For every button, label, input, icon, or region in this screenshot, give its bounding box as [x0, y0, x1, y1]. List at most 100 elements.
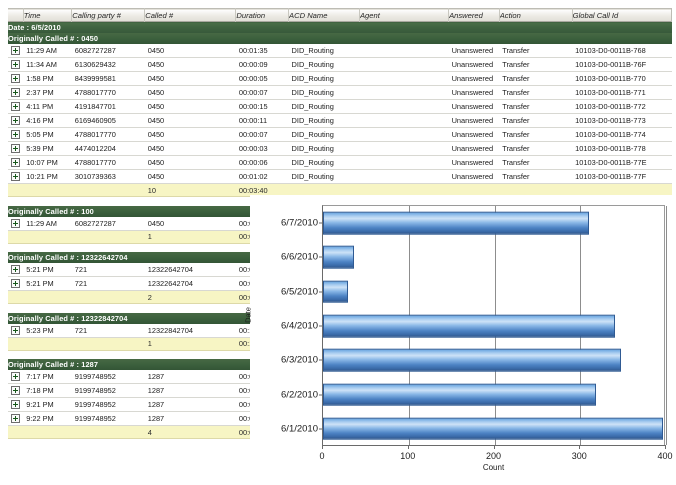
cell-agent [359, 169, 449, 184]
cell-called: 1287 [144, 411, 236, 426]
row-expander-cell[interactable] [8, 323, 24, 338]
table-row[interactable]: 5:39 PM 4474012204 0450 00:00:03 DID_Routing… [8, 141, 672, 156]
row-expander-cell[interactable] [8, 216, 24, 231]
plus-box-icon[interactable] [11, 158, 20, 168]
table-row[interactable]: 11:29 AM 6082727287 0450 00:01:35 DID_Routin… [8, 44, 672, 58]
plus-box-icon[interactable] [11, 46, 20, 56]
chart-bar[interactable] [323, 280, 348, 304]
table-row[interactable]: 5:05 PM 4788017770 0450 00:00:07 DID_Routing… [8, 127, 672, 142]
cell-gcid: 10103-D0-0011B-77E [572, 155, 672, 170]
table-row[interactable]: 1:58 PM 8439999581 0450 00:00:05 DID_Routing… [8, 71, 672, 86]
cell-calling: 4788017770 [71, 155, 145, 170]
cell-action: Transfer [499, 57, 573, 72]
plus-box-icon[interactable] [11, 144, 20, 154]
row-expander-cell[interactable] [8, 44, 24, 58]
cell-called: 0450 [144, 71, 236, 86]
plus-box-icon[interactable] [11, 74, 20, 84]
column-header[interactable]: Duration [235, 8, 290, 22]
plus-box-icon[interactable] [11, 265, 20, 275]
cell-agent [359, 57, 449, 72]
plus-box-icon[interactable] [11, 116, 20, 126]
plus-box-icon[interactable] [11, 279, 20, 289]
chart-bar[interactable] [323, 383, 596, 406]
column-header-row: Time Calling party # Called # Duration ACD N… [8, 8, 673, 22]
chart-bar[interactable] [323, 348, 622, 372]
cell-gcid: 10103-D0-0011B-771 [572, 85, 672, 100]
plus-box-icon[interactable] [11, 400, 20, 410]
chart-bar[interactable] [323, 246, 354, 269]
plus-box-icon[interactable] [11, 172, 20, 182]
chart-y-tick-label: 6/3/2010 [281, 354, 318, 366]
cell-time: 11:34 AM [23, 57, 72, 72]
cell-answered: Unanswered [448, 99, 500, 114]
plus-box-icon[interactable] [11, 386, 20, 396]
table-row[interactable]: 10:21 PM 3010739363 0450 00:01:02 DID_Routin… [8, 169, 672, 184]
row-expander-cell[interactable] [8, 370, 24, 384]
chart-y-tick [319, 394, 323, 396]
row-expander-cell[interactable] [8, 411, 24, 426]
cell-acd: DID_Routing [288, 71, 360, 86]
row-expander-cell[interactable] [8, 397, 24, 412]
row-expander-cell[interactable] [8, 99, 24, 114]
cell-called: 0450 [144, 57, 236, 72]
table-row[interactable]: 10:07 PM 4788017770 0450 00:00:06 DID_Routin… [8, 155, 672, 170]
table-row[interactable]: 4:16 PM 6169460905 0450 00:00:11 DID_Routing… [8, 113, 672, 128]
plus-box-icon[interactable] [11, 218, 20, 228]
row-expander-cell[interactable] [8, 383, 24, 398]
cell-duration: 00:01:02 [235, 169, 289, 184]
table-row[interactable]: 2:37 PM 4788017770 0450 00:00:07 DID_Routing… [8, 85, 672, 100]
row-expander-cell[interactable] [8, 113, 24, 128]
called-group-header[interactable]: Originally Called # : 0450 [8, 33, 672, 44]
column-header[interactable]: Answered [448, 8, 500, 22]
calls-by-date-chart: Date 6/7/2010 6/6/2010 6/5/2010 6/4/2010 6/3… [244, 195, 676, 485]
table-row[interactable]: 11:34 AM 6130629432 0450 00:00:09 DID_Routin… [8, 57, 672, 72]
chart-x-axis-title: Count [482, 463, 505, 472]
chart-x-tick [493, 445, 495, 449]
cell-calling: 4788017770 [71, 127, 145, 142]
row-expander-cell[interactable] [8, 263, 24, 277]
table-row[interactable]: 4:11 PM 4191847701 0450 00:00:15 DID_Routing… [8, 99, 672, 114]
chart-bar[interactable] [323, 314, 615, 338]
column-header[interactable]: Agent [359, 8, 450, 22]
row-expander-cell[interactable] [8, 141, 24, 156]
plus-box-icon[interactable] [11, 60, 20, 70]
plus-box-icon[interactable] [11, 88, 20, 98]
plus-box-icon[interactable] [11, 325, 20, 335]
plus-box-icon[interactable] [11, 372, 20, 382]
row-expander-cell[interactable] [8, 71, 24, 86]
row-expander-cell[interactable] [8, 85, 24, 100]
row-expander-cell[interactable] [8, 169, 24, 184]
date-group-header[interactable]: Date : 6/5/2010 [8, 21, 672, 33]
summary-spacer [8, 336, 24, 351]
column-header[interactable]: Calling party # [71, 8, 146, 22]
row-expander-cell[interactable] [8, 276, 24, 291]
column-header[interactable] [8, 8, 24, 22]
cell-gcid: 10103-D0-0011B-774 [572, 127, 672, 142]
cell-time: 5:05 PM [23, 127, 72, 142]
cell-called: 0450 [144, 85, 236, 100]
column-header[interactable]: Action [499, 8, 573, 22]
cell-acd: DID_Routing [288, 44, 360, 58]
row-expander-cell[interactable] [8, 57, 24, 72]
plus-box-icon[interactable] [11, 130, 20, 140]
chart-bar[interactable] [323, 417, 663, 441]
column-header[interactable]: Time [23, 8, 73, 22]
chart-bar[interactable] [323, 211, 589, 235]
plus-box-icon[interactable] [11, 414, 20, 424]
column-header[interactable]: Called # [144, 8, 237, 22]
column-header[interactable]: Global Call Id [572, 8, 673, 22]
column-header[interactable]: ACD Name [288, 8, 360, 22]
chart-x-tick-label: 300 [571, 451, 587, 461]
chart-y-tick [319, 325, 323, 327]
cell-calling: 721 [71, 323, 145, 338]
row-expander-cell[interactable] [8, 155, 24, 170]
chart-y-tick-label: 6/6/2010 [281, 251, 318, 263]
cell-calling: 6130629432 [71, 57, 145, 72]
chart-y-tick-label: 6/5/2010 [281, 286, 318, 298]
row-expander-cell[interactable] [8, 127, 24, 142]
cell-gcid: 10103-D0-0011B-778 [572, 141, 672, 156]
summary-spacer [8, 290, 24, 304]
chart-plot-area: 6/7/2010 6/6/2010 6/5/2010 6/4/2010 6/3/2010… [281, 205, 667, 445]
plus-box-icon[interactable] [11, 102, 20, 112]
cell-duration: 00:01:35 [235, 44, 289, 58]
